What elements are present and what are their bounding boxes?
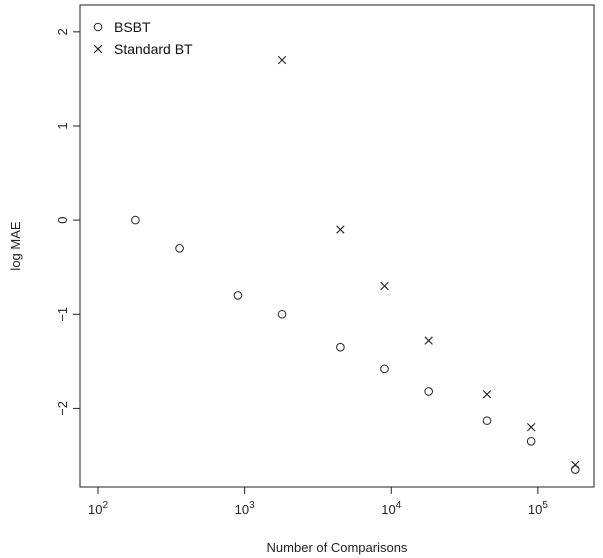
x-tick-label: 103 xyxy=(235,500,255,517)
y-tick-label: 0 xyxy=(55,216,70,223)
standard-bt-point xyxy=(424,336,433,345)
standard-bt-point xyxy=(277,55,287,65)
plot-frame xyxy=(79,4,595,488)
bsbt-point xyxy=(482,416,492,425)
y-axis-label: log MAE xyxy=(8,221,23,270)
x-axis: 102 103 104 105 xyxy=(88,487,548,517)
legend-circle-icon xyxy=(93,22,103,32)
y-tick-label: 1 xyxy=(55,122,70,129)
legend-cross-icon xyxy=(93,44,103,54)
bsbt-point xyxy=(233,291,243,300)
bsbt-point xyxy=(526,437,536,446)
standard-bt-point xyxy=(526,423,536,432)
bsbt-point xyxy=(336,342,345,352)
x-tick-label: 104 xyxy=(381,500,401,517)
bsbt-point xyxy=(570,465,580,474)
y-tick-label: −1 xyxy=(55,307,70,322)
bsbt-point xyxy=(131,215,140,225)
legend-label: BSBT xyxy=(114,19,151,35)
bsbt-point xyxy=(277,309,287,319)
standard-bt-point xyxy=(336,225,345,234)
y-tick-label: −2 xyxy=(55,401,70,416)
bsbt-point xyxy=(380,364,389,374)
bsbt-point xyxy=(175,244,184,253)
y-axis: −2 −1 0 1 2 xyxy=(55,28,80,416)
x-tick-label: 102 xyxy=(88,500,108,517)
data-points xyxy=(131,55,580,474)
legend-label: Standard BT xyxy=(114,41,193,57)
x-tick-label: 105 xyxy=(528,500,548,517)
x-axis-label: Number of Comparisons xyxy=(267,540,408,555)
legend: BSBT Standard BT xyxy=(93,19,193,57)
standard-bt-point xyxy=(482,390,492,399)
y-tick-label: 2 xyxy=(55,28,70,35)
bsbt-point xyxy=(424,387,433,396)
standard-bt-point xyxy=(571,460,580,470)
standard-bt-point xyxy=(380,281,389,291)
